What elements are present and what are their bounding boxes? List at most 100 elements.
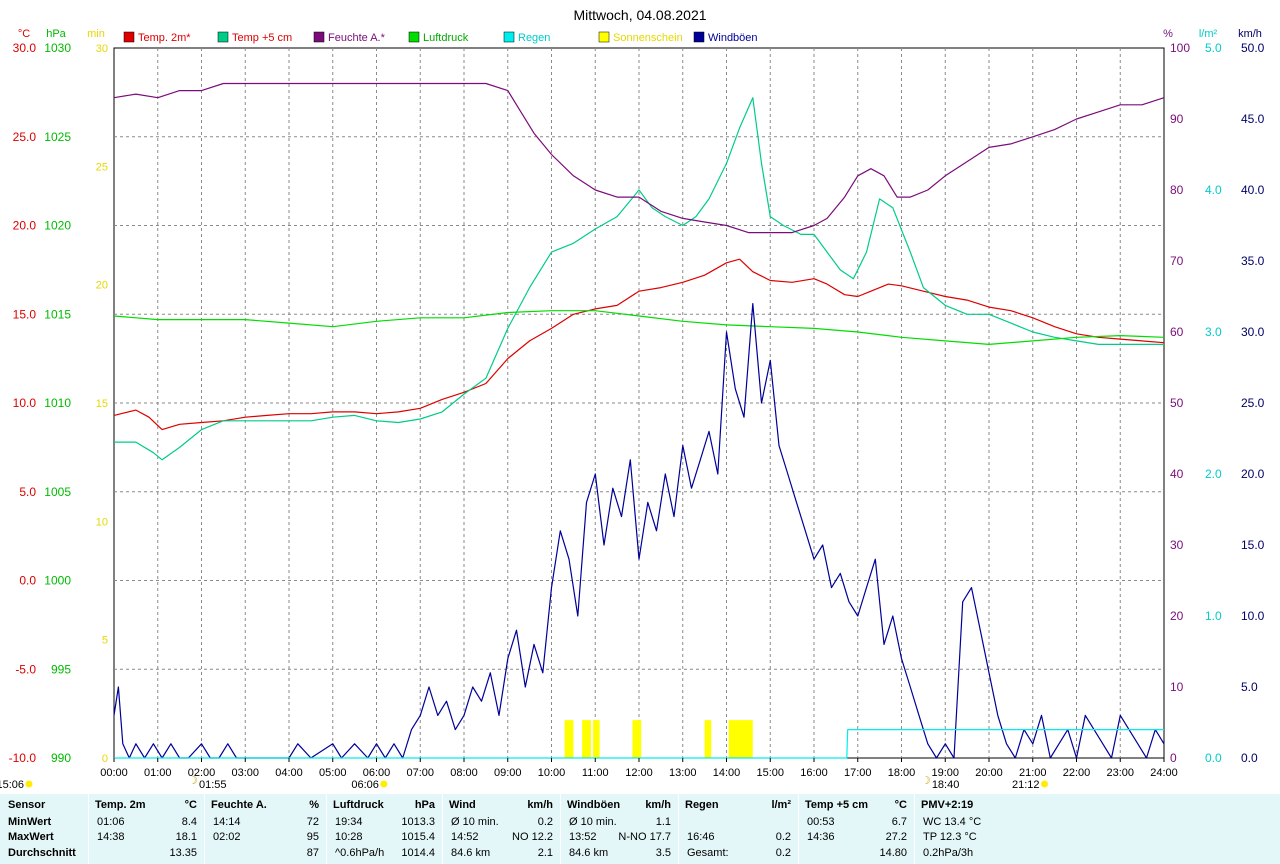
- axis-unit-label: min: [87, 28, 105, 40]
- legend-label: Windböen: [708, 32, 758, 44]
- stats-section-title: Temp +5 cm: [805, 799, 869, 811]
- weather-chart: Mittwoch, 04.08.2021 °C30.025.020.015.01…: [0, 7, 1265, 791]
- stats-section-title: Luftdruck: [333, 799, 384, 811]
- stats-value-row: 84.6 km 3.5: [561, 846, 679, 861]
- axis-tick-label: 1030: [44, 41, 71, 55]
- axis-tick-label: 995: [51, 662, 71, 676]
- stats-section-unit: °C: [184, 799, 197, 811]
- stats-value-row: 13.35: [89, 846, 205, 861]
- axis-tick-label: 0.0: [19, 574, 36, 588]
- stats-row: MinWert: [0, 815, 88, 830]
- axis-tick-label: 1015: [44, 307, 71, 321]
- legend-swatch: [408, 31, 420, 43]
- stats-section-title: Temp. 2m: [95, 799, 146, 811]
- legend-label: Feuchte A.*: [328, 32, 386, 44]
- axis-tick-label: 0: [102, 753, 108, 765]
- axis-tick-label: 0.0: [1241, 751, 1258, 765]
- stats-value: 1014.4: [401, 847, 435, 859]
- legend: Temp. 2m* Temp +5 cm Feuchte A.* Luftdruck R…: [123, 31, 758, 44]
- sun-icon: [25, 780, 33, 788]
- series-line: [113, 303, 1165, 759]
- stats-value: 2.1: [537, 847, 553, 859]
- x-tick-label: 24:00: [1150, 767, 1178, 779]
- legend-label: Luftdruck: [423, 32, 469, 44]
- stats-value: 95: [306, 831, 319, 843]
- stats-time: Ø 10 min.: [451, 816, 499, 828]
- moon-icon: ☽: [921, 775, 931, 787]
- x-axis-ticks: 00:00 01:00 02:00 03:00 04:00 05:00 06:00 07:00…: [100, 758, 1178, 779]
- stats-value: 0.2: [775, 847, 791, 859]
- legend-label: Regen: [518, 32, 550, 44]
- axis-tick-label: 10: [1170, 680, 1184, 694]
- axis-tick-label: 0.0: [1205, 751, 1222, 765]
- x-tick-label: 20:00: [975, 767, 1003, 779]
- stats-value-row: 14.80: [799, 846, 915, 861]
- stats-header-row: Windböen km/h: [561, 798, 679, 813]
- axis-tick-label: 990: [51, 751, 71, 765]
- series-lines: [113, 82, 1165, 759]
- axis-unit-label: %: [1163, 28, 1173, 40]
- sun-mark-label: 15:06: [0, 779, 24, 791]
- legend-swatch: [503, 31, 515, 43]
- sun-icon: [380, 780, 388, 788]
- axis-tick-label: 10: [96, 516, 108, 528]
- stats-value-row: 14:14 72: [205, 815, 327, 830]
- axis-tick-label: 15.0: [1241, 538, 1265, 552]
- stats-section-title: Windböen: [567, 799, 621, 811]
- stats-value-row: 00:53 6.7: [799, 815, 915, 830]
- stats-section-title: PMV+2:19: [921, 799, 974, 811]
- stats-section-unit: km/h: [527, 799, 553, 811]
- axis-tick-label: 70: [1170, 254, 1184, 268]
- moon-mark-label: 01:55: [199, 779, 227, 791]
- axis-tick-label: 1000: [44, 574, 71, 588]
- stats-row-label: MaxWert: [8, 831, 54, 843]
- stats-value-row: WC 13.4 °C: [915, 815, 1280, 830]
- x-tick-label: 23:00: [1106, 767, 1134, 779]
- x-tick-label: 12:00: [625, 767, 653, 779]
- axis-tick-label: 25.0: [1241, 396, 1265, 410]
- stats-section-title: Regen: [685, 799, 719, 811]
- sunshine-bar: [564, 720, 574, 758]
- legend-swatch: [123, 31, 135, 43]
- x-tick-label: 17:00: [844, 767, 872, 779]
- stats-value: 14.80: [879, 847, 907, 859]
- x-tick-label: 09:00: [494, 767, 522, 779]
- axis-tick-label: 20: [1170, 609, 1184, 623]
- moon-icon: ☽: [188, 775, 198, 787]
- x-tick-label: 01:00: [144, 767, 172, 779]
- stats-value: 87: [306, 847, 319, 859]
- axis-tick-label: 50: [1170, 396, 1184, 410]
- axis-tick-label: 15.0: [13, 307, 37, 321]
- x-tick-label: 19:00: [931, 767, 959, 779]
- stats-section-unit: %: [309, 799, 319, 811]
- axis-tick-label: 1020: [44, 219, 71, 233]
- stats-time: 19:34: [335, 816, 363, 828]
- axis-tick-label: 1.0: [1205, 609, 1222, 623]
- axis-tick-label: 30.0: [1241, 325, 1265, 339]
- stats-header-row: Feuchte A.%: [205, 798, 327, 813]
- stats-section: Regen l/m² 16:46 0.2 Gesamt: 0.2: [678, 794, 799, 864]
- stats-value-row: 0.2hPa/3h: [915, 846, 1280, 861]
- stats-section: Feuchte A.% 14:14 72 02:02 95 87: [204, 794, 327, 864]
- stats-time: Ø 10 min.: [569, 816, 617, 828]
- stats-value-row: TP 12.3 °C: [915, 830, 1280, 845]
- stats-section-unit: km/h: [645, 799, 671, 811]
- stats-value: N-NO 17.7: [618, 831, 671, 843]
- axis-tick-label: 15: [96, 398, 108, 410]
- stats-row-labels: Sensor MinWert MaxWert Durchschnitt: [0, 794, 88, 864]
- x-tick-label: 02:00: [188, 767, 216, 779]
- stats-value: 8.4: [181, 816, 197, 828]
- legend-swatch: [693, 31, 705, 43]
- stats-section-unit: l/m²: [771, 799, 791, 811]
- axis-unit-label: km/h: [1238, 28, 1262, 40]
- axis-tick-label: 25.0: [13, 130, 37, 144]
- stats-section: Windböen km/h Ø 10 min. 1.1 13:52 N-NO 17.7 84…: [560, 794, 679, 864]
- sunshine-bar: [728, 720, 753, 758]
- stats-value-row: 10:28 1015.4: [327, 830, 443, 845]
- stats-value-row: [679, 815, 799, 830]
- axis-tick-label: 30.0: [13, 41, 37, 55]
- axis-tick-label: 5.0: [1241, 680, 1258, 694]
- x-tick-label: 22:00: [1063, 767, 1091, 779]
- stats-time: 14:14: [213, 816, 241, 828]
- axis-tick-label: 35.0: [1241, 254, 1265, 268]
